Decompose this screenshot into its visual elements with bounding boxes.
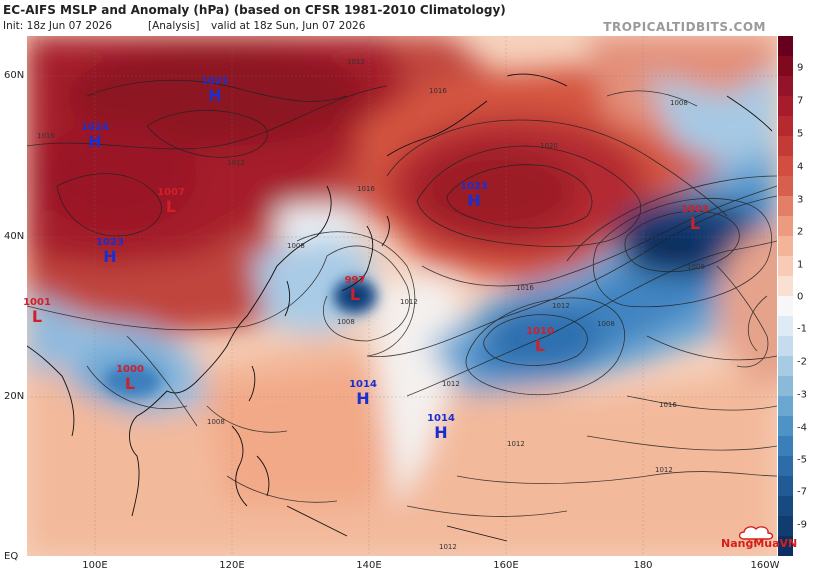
isobar-label: 1008 (207, 418, 225, 426)
isobar-label: 1008 (670, 99, 688, 107)
lat-label-40n: 40N (4, 231, 25, 242)
graticule (27, 36, 777, 556)
anomaly-fill (27, 36, 777, 556)
isobars (27, 79, 777, 517)
anomaly-colorbar (778, 36, 793, 556)
colorbar-label: 7 (797, 95, 804, 107)
lat-label-eq: EQ (4, 551, 19, 562)
colorbar-label: -5 (797, 454, 807, 466)
isobar-label: 1012 (347, 58, 365, 66)
isobar-label: 1008 (687, 263, 705, 271)
isobar-label: 1012 (507, 440, 525, 448)
lat-label-60n: 60N (4, 70, 25, 81)
lon-label-160w: 160W (750, 560, 780, 571)
pressure-center-low: 1003 L (681, 204, 709, 233)
isobar-label: 1016 (357, 185, 375, 193)
pressure-center-low: 1000 L (116, 364, 144, 393)
lon-label-180: 180 (633, 560, 653, 571)
lon-label-100e: 100E (82, 560, 108, 571)
pressure-center-high: 1014 H (427, 413, 455, 442)
isobar-label: 1008 (337, 318, 355, 326)
init-time: Init: 18z Jun 07 2026 (3, 20, 113, 32)
valid-time: valid at 18z Sun, Jun 07 2026 (211, 20, 366, 32)
brand-label: TROPICALTIDBITS.COM (603, 20, 766, 34)
isobar-label: 1012 (655, 466, 673, 474)
pressure-center-high: 1023 H (96, 237, 124, 266)
colorbar-label: 1 (797, 259, 804, 271)
cloud-icon (738, 526, 774, 543)
isobar-label: 1016 (516, 284, 534, 292)
pressure-center-low: 1007 L (157, 187, 185, 216)
isobar-label: 1012 (552, 302, 570, 310)
watermark-label: NangMuaVN (721, 537, 798, 550)
colorbar-label: -4 (797, 422, 807, 434)
lon-label-140e: 140E (356, 560, 382, 571)
colorbar-label: -2 (797, 356, 807, 368)
isobar-label: 1016 (659, 401, 677, 409)
lat-label-20n: 20N (4, 391, 25, 402)
isobar-label: 1020 (540, 142, 558, 150)
isobar-label: 1012 (442, 380, 460, 388)
lon-label-160e: 160E (493, 560, 519, 571)
pressure-center-low: 1010 L (526, 326, 554, 355)
colorbar-label: -1 (797, 323, 807, 335)
isobar-label: 1016 (37, 132, 55, 140)
pressure-center-high: 1024 H (81, 122, 109, 151)
colorbar-label: 5 (797, 128, 804, 140)
lon-label-120e: 120E (219, 560, 245, 571)
coastlines (27, 73, 773, 542)
pressure-center-low: 1001 L (23, 297, 51, 326)
isobar-label: 1016 (429, 87, 447, 95)
pressure-center-high: 1023 H (460, 181, 488, 210)
isobar-label: 1012 (439, 543, 457, 551)
isobar-label: 1012 (400, 298, 418, 306)
pressure-center-low: 997 L (344, 275, 366, 304)
isobar-label: 1008 (287, 242, 305, 250)
colorbar-label: -7 (797, 486, 807, 498)
isobar-label: 1012 (227, 159, 245, 167)
isobar-label: 1008 (597, 320, 615, 328)
map-canvas: 1012 1016 1020 1008 1016 1012 1008 1012 … (27, 36, 777, 556)
mslp-anomaly-map: 1012 1016 1020 1008 1016 1012 1008 1012 … (27, 36, 777, 556)
colorbar-label: 3 (797, 194, 804, 206)
colorbar-label: 2 (797, 226, 804, 238)
pressure-center-high: 1021 H (201, 76, 229, 105)
colorbar-label: -9 (797, 519, 807, 531)
pressure-center-high: 1014 H (349, 379, 377, 408)
colorbar-label: 9 (797, 62, 804, 74)
chart-title: EC-AIFS MSLP and Anomaly (hPa) (based on… (3, 3, 506, 17)
colorbar-label: 4 (797, 161, 804, 173)
colorbar-label: -3 (797, 389, 807, 401)
analysis-tag: [Analysis] (148, 20, 200, 32)
colorbar-label: 0 (797, 291, 804, 303)
isobar-value-labels: 1012 1016 1020 1008 1016 1012 1008 1012 … (37, 58, 705, 551)
